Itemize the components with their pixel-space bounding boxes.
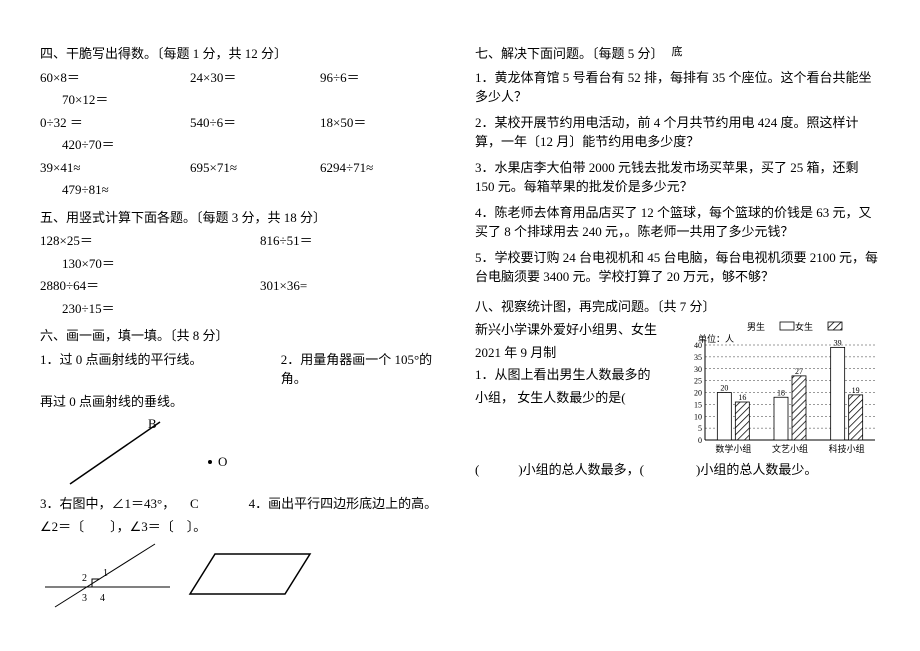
- svg-text:5: 5: [698, 424, 702, 433]
- section-7-title-row: 七、解决下面问题。〔每题 5 分〕 底: [475, 44, 880, 64]
- svg-text:15: 15: [694, 400, 702, 409]
- s5-row1: 128×25＝ 816÷51＝: [40, 231, 445, 251]
- svg-text:35: 35: [694, 353, 702, 362]
- svg-text:3: 3: [82, 593, 87, 604]
- label-C: C: [190, 494, 199, 514]
- expr: 70×12＝: [40, 90, 445, 110]
- s8-q2: ( )小组的总人数最多，( )小组的总人数最少。: [475, 460, 880, 480]
- expr: 130×70＝: [40, 254, 445, 274]
- section-7-title: 七、解决下面问题。〔每题 5 分〕: [475, 44, 664, 64]
- s6-fill: ∠2＝〔 〕，∠3＝〔 〕。: [40, 517, 445, 537]
- s6-q1c: 再过 0 点画射线的垂线。: [40, 392, 445, 412]
- expr: 479÷81≈: [40, 180, 445, 200]
- svg-text:20: 20: [720, 384, 728, 393]
- s7-q2: 2．某校开展节约用电活动，前 4 个月共节约用电 424 度。照这样计算，一年〔…: [475, 113, 880, 152]
- svg-text:2: 2: [82, 573, 87, 584]
- s6-q1b: 2．用量角器画一个 105°的角。: [281, 350, 445, 389]
- section-6-title: 六、画一画，填一填。〔共 8 分〕: [40, 326, 445, 346]
- s4-row2: 0÷32 ＝ 540÷6＝ 18×50＝: [40, 113, 445, 133]
- expr: 60×8＝: [40, 68, 190, 88]
- expr: 96÷6＝: [320, 68, 360, 88]
- s6-q1a: 1．过 0 点画射线的平行线。: [40, 350, 281, 389]
- parallelogram-diagram: [180, 539, 330, 609]
- svg-text:数学小组: 数学小组: [715, 443, 751, 454]
- svg-text:30: 30: [694, 365, 702, 374]
- svg-text:16: 16: [738, 393, 746, 402]
- angle-diagram: 1 2 3 4: [40, 539, 180, 609]
- svg-text:文艺小组: 文艺小组: [772, 443, 808, 454]
- expr: 2880÷64＝: [40, 276, 260, 296]
- s6-q3: 3．右图中，∠1＝43°，: [40, 494, 240, 514]
- svg-text:19: 19: [852, 386, 860, 395]
- expr: 18×50＝: [320, 113, 366, 133]
- s4-row1: 60×8＝ 24×30＝ 96÷6＝: [40, 68, 445, 88]
- svg-text:单位：人: 单位：人: [698, 333, 734, 344]
- expr: 128×25＝: [40, 231, 260, 251]
- section-8-title: 八、视察统计图，再完成问题。〔共 7 分〕: [475, 297, 880, 317]
- s4-row3: 39×41≈ 695×71≈ 6294÷71≈: [40, 158, 445, 178]
- s5-row2: 2880÷64＝ 301×36=: [40, 276, 445, 296]
- svg-text:男生: 男生: [747, 321, 765, 332]
- section-7-suffix: 底: [672, 44, 683, 64]
- s7-q1: 1．黄龙体育馆 5 号看台有 52 排，每排有 35 个座位。这个看台共能坐多少…: [475, 68, 880, 107]
- svg-text:18: 18: [777, 388, 785, 397]
- left-column: 四、干脆写出得数。〔每题 1 分，共 12 分〕 60×8＝ 24×30＝ 96…: [40, 36, 445, 615]
- label-B: B: [148, 416, 157, 431]
- expr: 24×30＝: [190, 68, 320, 88]
- expr: 540÷6＝: [190, 113, 320, 133]
- section-4-title: 四、干脆写出得数。〔每题 1 分，共 12 分〕: [40, 44, 445, 64]
- section-5-title: 五、用竖式计算下面各题。〔每题 3 分，共 18 分〕: [40, 208, 445, 228]
- expr: 230÷15＝: [40, 299, 445, 319]
- svg-text:科技小组: 科技小组: [829, 443, 865, 454]
- bar-chart: 男生 女生单位：人 0 5 10 15 20 25 30 35 40 20 16 数学小组 18 27 文艺小组…: [680, 320, 880, 460]
- s7-q3: 3．水果店李大伯带 2000 元钱去批发市场买苹果，买了 25 箱，还剩 150…: [475, 158, 880, 197]
- s6-q3-row: 3．右图中，∠1＝43°， C 4．画出平行四边形底边上的高。: [40, 494, 445, 514]
- s7-q5: 5．学校要订购 24 台电视机和 45 台电脑，每台电视机须要 2100 元，每…: [475, 248, 880, 287]
- svg-text:20: 20: [694, 389, 702, 398]
- svg-text:0: 0: [698, 436, 702, 445]
- ray-diagram: B O: [40, 414, 445, 494]
- expr: 816÷51＝: [260, 231, 313, 251]
- expr: 0÷32 ＝: [40, 113, 190, 133]
- label-O: O: [218, 454, 227, 469]
- svg-text:10: 10: [694, 412, 702, 421]
- svg-text:27: 27: [795, 367, 803, 376]
- s7-q4: 4．陈老师去体育用品店买了 12 个篮球，每个篮球的价钱是 63 元，又买了 8…: [475, 203, 880, 242]
- svg-text:1: 1: [103, 568, 108, 579]
- s8-body: 男生 女生单位：人 0 5 10 15 20 25 30 35 40 20 16 数学小组 18 27 文艺小组…: [475, 320, 880, 480]
- expr: 6294÷71≈: [320, 158, 373, 178]
- svg-text:4: 4: [100, 593, 105, 604]
- svg-text:女生: 女生: [795, 321, 813, 332]
- svg-text:39: 39: [834, 338, 842, 347]
- expr: 695×71≈: [190, 158, 320, 178]
- s6-q1-row: 1．过 0 点画射线的平行线。 2．用量角器画一个 105°的角。: [40, 350, 445, 389]
- bottom-diagrams: 1 2 3 4: [40, 539, 445, 609]
- svg-text:25: 25: [694, 377, 702, 386]
- expr: 39×41≈: [40, 158, 190, 178]
- expr: 420÷70＝: [40, 135, 445, 155]
- expr: 301×36=: [260, 276, 307, 296]
- s6-q3b: 4．画出平行四边形底边上的高。: [249, 494, 438, 514]
- right-column: 七、解决下面问题。〔每题 5 分〕 底 1．黄龙体育馆 5 号看台有 52 排，…: [475, 36, 880, 615]
- svg-text:40: 40: [694, 341, 702, 350]
